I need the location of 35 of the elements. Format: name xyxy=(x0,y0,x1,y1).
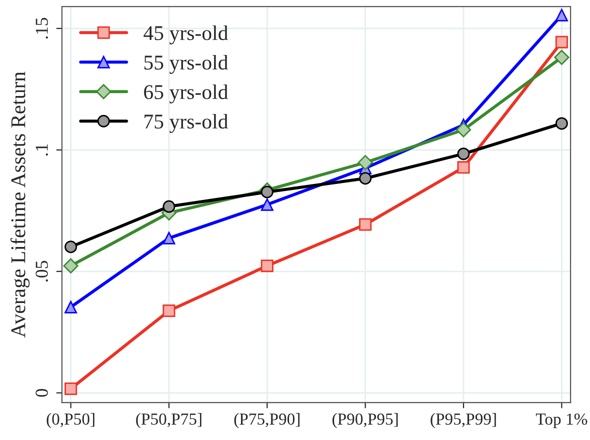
y-tick-label: .05 xyxy=(36,260,48,282)
point xyxy=(456,122,472,138)
point xyxy=(162,304,176,318)
point xyxy=(457,148,470,160)
point xyxy=(64,240,78,254)
point xyxy=(555,117,568,130)
point xyxy=(63,258,78,274)
point xyxy=(358,155,373,170)
x-tick-label: (P95,P99] xyxy=(430,413,496,428)
point xyxy=(260,198,274,211)
x-tick-label: Top 1% xyxy=(536,414,588,428)
y-axis-title: Average Lifetime Assets Return xyxy=(10,72,30,338)
y-tick-label: .15 xyxy=(36,18,48,39)
legend-label: 65 yrs-old xyxy=(144,84,228,104)
y-tick-label: .1 xyxy=(36,144,48,156)
point xyxy=(162,232,176,244)
x-tick-label: (P50,P75] xyxy=(136,413,202,428)
point xyxy=(359,172,372,185)
point xyxy=(162,200,176,213)
point xyxy=(554,50,570,65)
point xyxy=(457,161,470,174)
legend-label: 75 yrs-old xyxy=(144,114,228,133)
x-tick-label: (P90,P95] xyxy=(332,413,398,428)
legend-label: 55 yrs-old xyxy=(144,54,228,74)
x-tick-label: (P75,P90] xyxy=(234,413,300,428)
point xyxy=(359,218,372,231)
point xyxy=(260,260,274,272)
y-tick-label: 0 xyxy=(36,389,48,397)
point xyxy=(555,8,568,22)
point xyxy=(64,382,78,396)
point xyxy=(260,186,274,198)
point xyxy=(555,36,568,48)
point xyxy=(64,300,78,314)
legend-label: 45 yrs-old xyxy=(144,25,228,44)
x-tick-label: (0,P50] xyxy=(46,413,94,428)
